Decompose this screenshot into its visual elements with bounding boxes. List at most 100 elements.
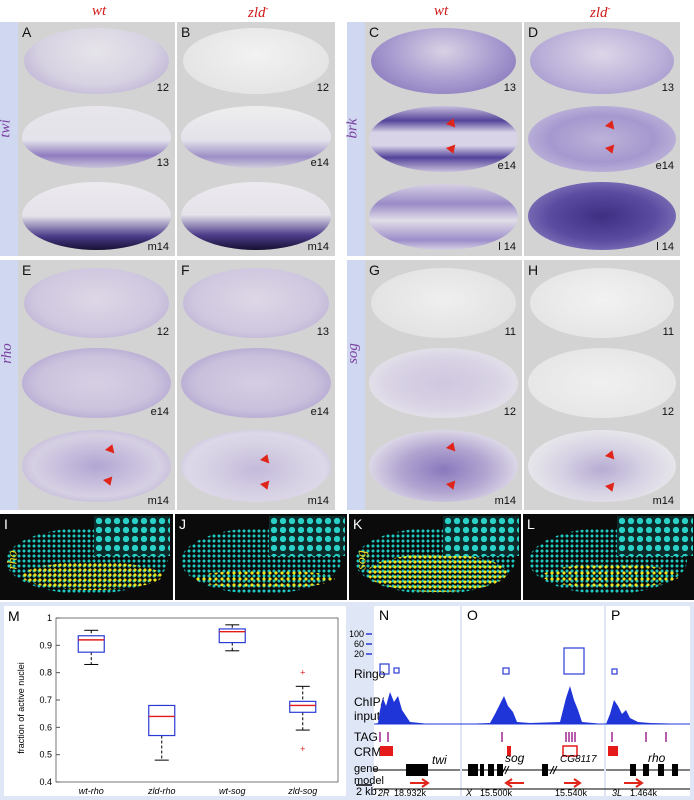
x-tick-label: zld-sog [287, 786, 317, 796]
stage-label: 12 [156, 82, 169, 94]
axis-break [501, 765, 558, 775]
panel-label: G [369, 262, 380, 278]
gene-name-cg8117: CG8117 [560, 754, 597, 765]
embryo [181, 106, 331, 168]
embryo [183, 28, 329, 94]
embryo [369, 348, 518, 418]
embryo [369, 184, 518, 250]
tag-marks [379, 732, 667, 742]
embryo [181, 348, 331, 418]
coord-chr-O: X [465, 788, 473, 796]
stage-label: m14 [307, 241, 329, 253]
crm-box [380, 746, 393, 756]
embryo [528, 106, 676, 172]
box [77, 635, 105, 653]
direction-arrow [410, 778, 430, 788]
header-wt-right: wt [434, 3, 449, 19]
stage-label: e14 [655, 160, 674, 172]
scale-tick: 100 [350, 629, 364, 639]
stage-label: 13 [661, 82, 674, 94]
panel-label: C [369, 24, 380, 40]
embryo [530, 28, 674, 94]
panel-F: F 13 e14 m14 [177, 260, 335, 510]
panel-label: K [353, 516, 363, 532]
row-label-chip: ChIP/ [354, 695, 385, 709]
coord-pos-P: 1,464k [630, 788, 658, 796]
embryo [183, 268, 329, 338]
exon [488, 764, 494, 776]
active-nuclei-region [195, 570, 335, 588]
side-bar-rho [0, 260, 18, 510]
gene-name-twi: twi [432, 753, 447, 767]
box [289, 700, 317, 713]
panel-L: L [523, 514, 694, 600]
gene-label-brk: brk [344, 118, 361, 139]
panel-D: D 13 e14 l 14 [524, 22, 680, 256]
box-plot: fraction of active nuclei 0.4 0.5 0.6 0.7 0.… [16, 613, 339, 796]
gene-label-twi: twi [0, 119, 14, 138]
gene-name-rho: rho [648, 751, 666, 765]
embryo [371, 28, 516, 94]
genome-browser: N O P 100 60 20 Ringo ChIP/ input TAG CR… [350, 606, 690, 796]
y-tick-label: 0.4 [39, 777, 52, 787]
stage-label: 12 [503, 406, 516, 418]
scale-bar-label: 2 kb [356, 786, 377, 796]
panel-label: E [22, 262, 32, 278]
ringo-box [379, 663, 390, 675]
stage-label: e14 [497, 160, 516, 172]
panel-label-O: O [467, 607, 478, 623]
panel-label: H [528, 262, 539, 278]
panel-G: G 11 12 m14 [365, 260, 522, 510]
panel-NOP: N O P 100 60 20 Ringo ChIP/ input TAG CR… [350, 606, 690, 796]
stage-label: m14 [307, 495, 329, 507]
direction-arrow [564, 778, 582, 788]
exon [643, 764, 649, 776]
panel-A: A 12 13 m14 [18, 22, 175, 256]
ringo-box [611, 668, 618, 675]
stage-label: l 14 [656, 241, 674, 253]
crm-box [507, 746, 511, 756]
chip-track-N [374, 692, 460, 724]
coord-pos-O1: 15,500k [480, 788, 513, 796]
exon [406, 764, 428, 776]
embryo [371, 268, 516, 338]
embryo [22, 430, 171, 502]
embryo [369, 106, 518, 172]
side-bar-brk [347, 22, 365, 256]
panel-B: B 12 e14 m14 [177, 22, 335, 256]
panel-C: C 13 e14 l 14 [365, 22, 522, 256]
header-zld-left: zld- [248, 3, 269, 21]
stage-label: m14 [147, 241, 169, 253]
stage-label: 12 [661, 406, 674, 418]
coord-pos-N: 18,932k [394, 788, 427, 796]
stage-label: l 14 [498, 241, 516, 253]
panel-I: I rho [0, 514, 173, 600]
gene-label-sog: sog [344, 343, 361, 364]
stage-label: 13 [316, 326, 329, 338]
embryo [181, 182, 331, 250]
seg-gene-label: sog [354, 550, 370, 570]
y-tick-label: 0.8 [39, 668, 52, 678]
stage-label: 13 [503, 82, 516, 94]
ringo-box [502, 667, 510, 675]
embryo [528, 182, 676, 250]
embryo [528, 348, 676, 418]
panel-label-N: N [379, 607, 389, 623]
panel-H: H 11 12 m14 [524, 260, 680, 510]
y-tick-label: 0.6 [39, 722, 52, 732]
side-bar-sog [347, 260, 365, 510]
exon [468, 764, 478, 776]
embryo [369, 430, 518, 502]
zoom-inset [94, 516, 170, 556]
panel-label: F [181, 262, 190, 278]
stage-label: e14 [310, 406, 329, 418]
embryo [24, 268, 169, 338]
stage-label: e14 [150, 406, 169, 418]
seg-gene-label: rho [5, 550, 21, 570]
panel-label: L [527, 516, 535, 532]
track-area-O [462, 606, 604, 796]
zoom-inset [617, 516, 693, 556]
exon [542, 764, 548, 776]
active-nuclei-region [22, 562, 162, 590]
gene-label-rho: rho [0, 343, 15, 364]
